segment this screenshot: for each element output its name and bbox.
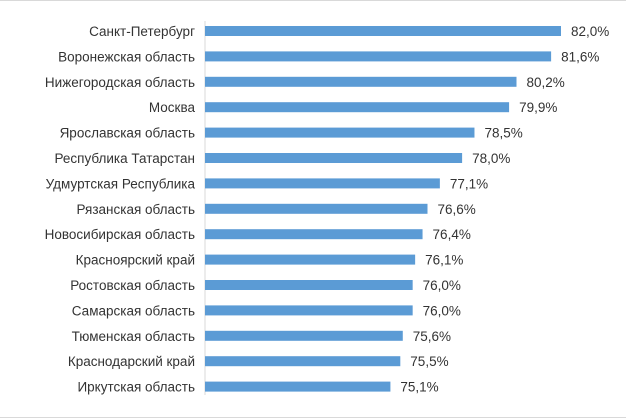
- category-label: Ярославская область: [60, 126, 195, 141]
- bar: [205, 229, 423, 240]
- bar: [205, 381, 391, 392]
- category-label: Самарская область: [72, 303, 195, 318]
- category-label: Новосибирская область: [45, 227, 195, 242]
- data-label: 76,0%: [423, 303, 461, 318]
- data-label: 81,6%: [561, 49, 599, 64]
- data-label: 75,5%: [410, 354, 448, 369]
- data-label: 76,4%: [433, 227, 471, 242]
- data-labels: 82,0% 81,6% 80,2% 79,9% 78,5% 78,0% 77,1% 76,6%…: [400, 24, 609, 395]
- data-label: 78,5%: [484, 126, 522, 141]
- data-label: 76,6%: [438, 202, 476, 217]
- bar: [205, 153, 463, 163]
- bar: [205, 102, 510, 113]
- category-label: Тюменская область: [72, 329, 195, 344]
- bar: [205, 305, 413, 316]
- bar: [205, 178, 440, 189]
- bar: [205, 330, 403, 341]
- bar: [205, 254, 416, 265]
- data-label: 82,0%: [571, 24, 609, 39]
- bar: [205, 51, 552, 62]
- category-label: Удмуртская Республика: [46, 176, 196, 191]
- category-label: Воронежская область: [58, 49, 195, 64]
- category-label: Санкт-Петербург: [89, 24, 195, 39]
- category-label: Республика Татарстан: [54, 151, 195, 166]
- category-labels: Санкт-Петербург Воронежская область Нижего…: [45, 24, 196, 395]
- category-label: Москва: [149, 100, 196, 115]
- bar: [205, 127, 475, 138]
- category-label: Иркутская область: [77, 380, 195, 395]
- bar: [205, 280, 413, 290]
- data-label: 75,1%: [400, 380, 438, 395]
- bar: [205, 76, 517, 87]
- bar: [205, 26, 561, 36]
- category-label: Рязанская область: [76, 202, 195, 217]
- data-label: 77,1%: [450, 176, 488, 191]
- category-label: Красноярский край: [76, 253, 195, 268]
- category-label: Ростовская область: [70, 278, 195, 293]
- data-label: 79,9%: [519, 100, 557, 115]
- bar: [205, 203, 428, 214]
- category-label: Краснодарский край: [68, 354, 195, 369]
- data-label: 76,0%: [423, 278, 461, 293]
- data-label: 75,6%: [413, 329, 451, 344]
- category-label: Нижегородская область: [45, 75, 195, 90]
- data-label: 78,0%: [472, 151, 510, 166]
- data-label: 80,2%: [527, 75, 565, 90]
- bars: [205, 26, 561, 392]
- bar: [205, 356, 401, 367]
- data-label: 76,1%: [425, 253, 463, 268]
